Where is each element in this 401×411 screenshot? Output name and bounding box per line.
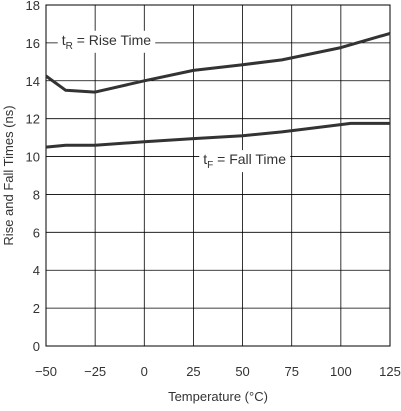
fall-time-label-sub: F: [207, 160, 213, 171]
y-tick-label: 0: [33, 339, 40, 354]
y-tick-label: 6: [33, 225, 40, 240]
rise-time-label-background: [57, 30, 156, 53]
x-tick-label: −50: [35, 364, 57, 379]
y-tick-labels: 0 2 4 6 8 10 12 14 16 18: [26, 0, 40, 354]
rise-time-label-main: t: [62, 32, 66, 48]
x-tick-label: −25: [84, 364, 106, 379]
y-axis-title: Rise and Fall Times (ns): [1, 105, 16, 245]
x-axis-title: Temperature (°C): [168, 389, 268, 404]
y-tick-label: 12: [26, 112, 40, 127]
fall-time-label: tF = Fall Time: [203, 151, 286, 171]
x-tick-label: 50: [235, 364, 249, 379]
x-tick-labels: −50 −25 0 25 50 75 100 125: [35, 364, 401, 379]
x-tick-label: 75: [284, 364, 298, 379]
rise-time-label-rest: = Rise Time: [73, 32, 151, 48]
y-tick-label: 2: [33, 301, 40, 316]
y-tick-label: 14: [26, 74, 40, 89]
plot-frame: [45, 4, 391, 347]
fall-time-line: [45, 121, 390, 149]
rise-time-label-sub: R: [66, 41, 73, 52]
rise-time-line: [45, 31, 391, 94]
fall-time-label-background: [199, 150, 291, 173]
x-tick-label: 125: [379, 364, 401, 379]
fall-time-label-rest: = Fall Time: [213, 151, 286, 167]
y-tick-label: 16: [26, 36, 40, 51]
grid-layer: [45, 4, 391, 347]
y-tick-label: 18: [26, 0, 40, 13]
x-tick-label: 100: [330, 364, 352, 379]
fall-time-label-group: tF = Fall Time: [199, 150, 291, 173]
x-tick-label: 25: [186, 364, 200, 379]
rise-time-label-group: tR = Rise Time: [57, 30, 156, 53]
y-tick-label: 4: [33, 263, 40, 278]
y-tick-label: 8: [33, 187, 40, 202]
fall-time-label-main: t: [203, 151, 207, 167]
x-tick-label: 0: [141, 364, 148, 379]
rise-time-label: tR = Rise Time: [62, 32, 152, 52]
y-tick-label: 10: [26, 150, 40, 165]
series-layer: [45, 31, 391, 149]
